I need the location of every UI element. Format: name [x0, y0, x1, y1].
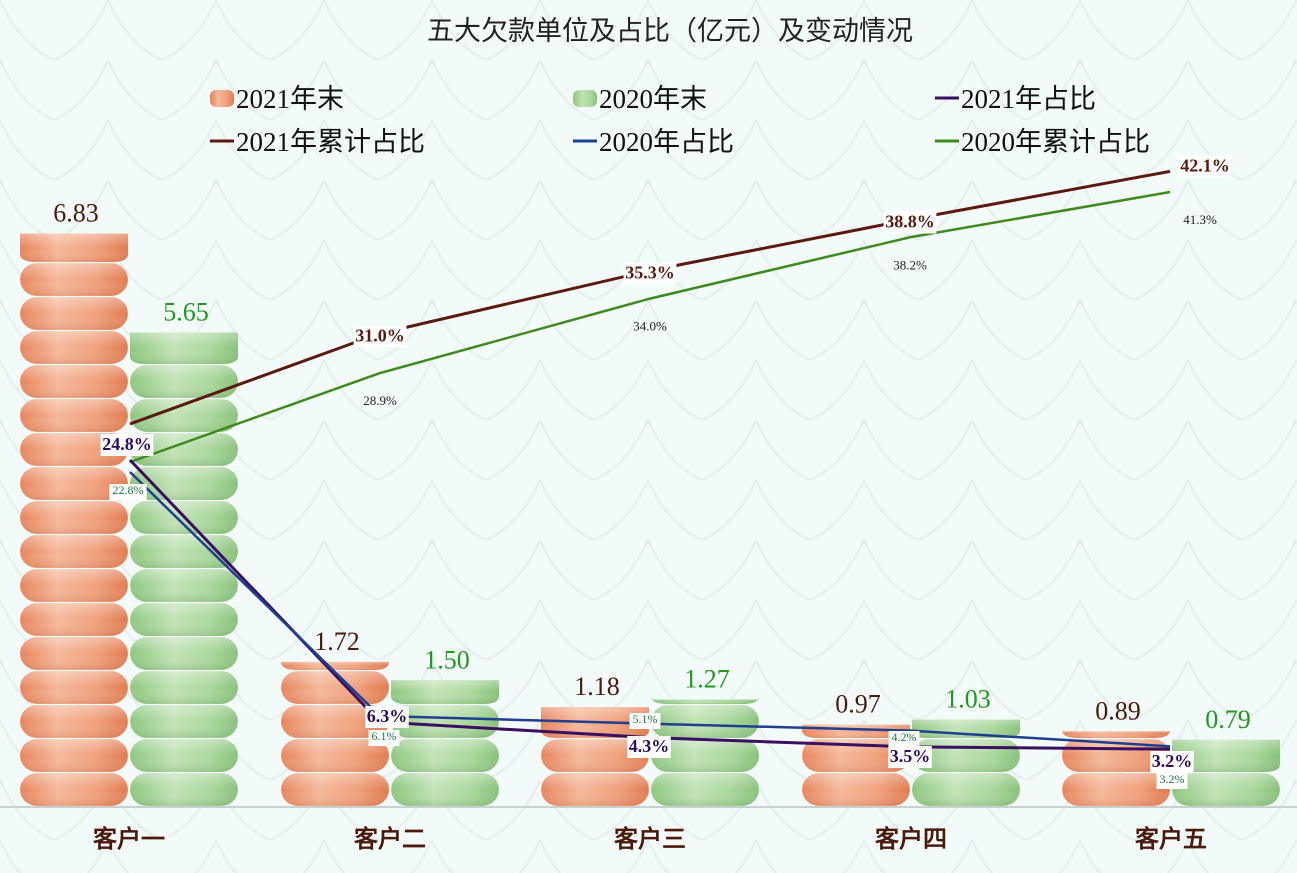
svg-text:3.5%: 3.5% — [890, 746, 931, 766]
legend-item[interactable]: 2021年末 — [210, 84, 344, 114]
data-label: 24.8% — [100, 434, 154, 456]
data-label: 5.65 — [163, 298, 209, 327]
bar-2021[interactable] — [540, 707, 650, 807]
x-tick-label: 客户一 — [93, 825, 165, 853]
svg-text:3.2%: 3.2% — [1160, 772, 1185, 786]
data-label: 1.18 — [574, 672, 620, 701]
bar-2021[interactable] — [1061, 730, 1171, 807]
legend: 2021年末 2020年末 2021年占比 2021年累计占比 2020年占比 2020年… — [210, 84, 1150, 157]
data-label: 0.79 — [1205, 705, 1251, 734]
svg-text:4.3%: 4.3% — [629, 736, 670, 756]
data-label: 28.9% — [363, 393, 397, 408]
data-label: 6.1% — [368, 729, 400, 746]
svg-text:1.50: 1.50 — [424, 645, 470, 674]
legend-label: 2020年末 — [599, 84, 707, 114]
svg-text:42.1%: 42.1% — [1180, 155, 1230, 175]
svg-text:5.65: 5.65 — [163, 298, 209, 327]
data-label: 41.3% — [1183, 212, 1217, 227]
legend-label: 2020年占比 — [599, 127, 734, 157]
bar-2020[interactable] — [390, 680, 500, 807]
data-label: 6.83 — [53, 199, 99, 228]
svg-text:0.97: 0.97 — [835, 690, 881, 719]
legend-item[interactable]: 2020年占比 — [573, 127, 734, 157]
legend-item[interactable]: 2020年累计占比 — [935, 127, 1150, 157]
legend-label: 2020年累计占比 — [961, 127, 1150, 157]
legend-item[interactable]: 2021年占比 — [935, 84, 1096, 114]
bar-2020[interactable] — [129, 332, 239, 807]
svg-text:1.03: 1.03 — [945, 685, 991, 714]
x-axis: 客户一 客户二 客户三 客户四 客户五 — [93, 825, 1207, 853]
data-label: 42.1% — [1178, 155, 1232, 178]
x-tick-label: 客户二 — [354, 825, 426, 853]
svg-text:1.18: 1.18 — [574, 672, 620, 701]
data-label: 31.0% — [353, 325, 407, 348]
data-label: 3.5% — [888, 746, 932, 768]
data-label: 38.2% — [893, 257, 927, 272]
data-label: 1.03 — [945, 685, 991, 714]
svg-text:6.3%: 6.3% — [367, 706, 408, 726]
svg-text:0.79: 0.79 — [1205, 705, 1251, 734]
data-labels: 6.83 5.65 1.72 1.50 1.18 1.27 0.97 1.03 0.89 0.79… — [53, 155, 1251, 789]
svg-text:1.27: 1.27 — [684, 665, 730, 694]
x-tick-label: 客户五 — [1135, 825, 1207, 853]
svg-text:5.1%: 5.1% — [633, 712, 658, 726]
svg-text:28.9%: 28.9% — [363, 393, 397, 408]
chart-title: 五大欠款单位及占比（亿元）及变动情况 — [427, 16, 913, 46]
data-label: 1.50 — [424, 645, 470, 674]
data-label: 4.3% — [627, 736, 671, 758]
data-label: 3.2% — [1156, 772, 1188, 789]
legend-item[interactable]: 2021年累计占比 — [210, 127, 425, 157]
data-label: 22.8% — [109, 483, 147, 500]
bar-series — [19, 233, 1281, 807]
svg-text:31.0%: 31.0% — [355, 325, 405, 345]
data-label: 34.0% — [633, 319, 667, 334]
bar-2021[interactable] — [280, 661, 390, 807]
data-label: 35.3% — [623, 262, 677, 285]
data-label: 3.2% — [1150, 751, 1194, 773]
data-label: 38.8% — [883, 211, 937, 234]
data-label: 0.97 — [835, 690, 881, 719]
legend-swatch-icon — [573, 90, 597, 107]
svg-text:22.8%: 22.8% — [113, 483, 144, 497]
legend-label: 2021年占比 — [961, 84, 1096, 114]
svg-text:4.2%: 4.2% — [892, 730, 917, 744]
legend-label: 2021年末 — [236, 84, 344, 114]
bar-2020[interactable] — [650, 696, 760, 807]
x-tick-label: 客户三 — [614, 825, 686, 853]
data-label: 6.3% — [365, 706, 409, 728]
svg-text:1.72: 1.72 — [314, 627, 360, 656]
svg-text:34.0%: 34.0% — [633, 319, 667, 334]
bar-2020[interactable] — [1171, 739, 1281, 807]
svg-text:6.83: 6.83 — [53, 199, 99, 228]
data-label: 1.27 — [684, 665, 730, 694]
svg-text:0.89: 0.89 — [1095, 696, 1141, 725]
svg-text:35.3%: 35.3% — [625, 263, 675, 283]
svg-text:24.8%: 24.8% — [102, 434, 152, 454]
svg-text:38.2%: 38.2% — [893, 257, 927, 272]
legend-swatch-icon — [210, 90, 234, 107]
svg-text:38.8%: 38.8% — [885, 212, 935, 232]
svg-text:6.1%: 6.1% — [372, 729, 397, 743]
data-label: 1.72 — [314, 627, 360, 656]
svg-text:41.3%: 41.3% — [1183, 212, 1217, 227]
line-2020年累计占比[interactable] — [129, 190, 1171, 464]
legend-item[interactable]: 2020年末 — [573, 84, 707, 114]
x-tick-label: 客户四 — [875, 825, 947, 853]
bar-2021[interactable] — [19, 233, 129, 807]
data-label: 4.2% — [888, 730, 920, 747]
data-label: 5.1% — [629, 712, 661, 729]
svg-text:3.2%: 3.2% — [1152, 751, 1193, 771]
legend-label: 2021年累计占比 — [236, 127, 425, 157]
data-label: 0.89 — [1095, 696, 1141, 725]
